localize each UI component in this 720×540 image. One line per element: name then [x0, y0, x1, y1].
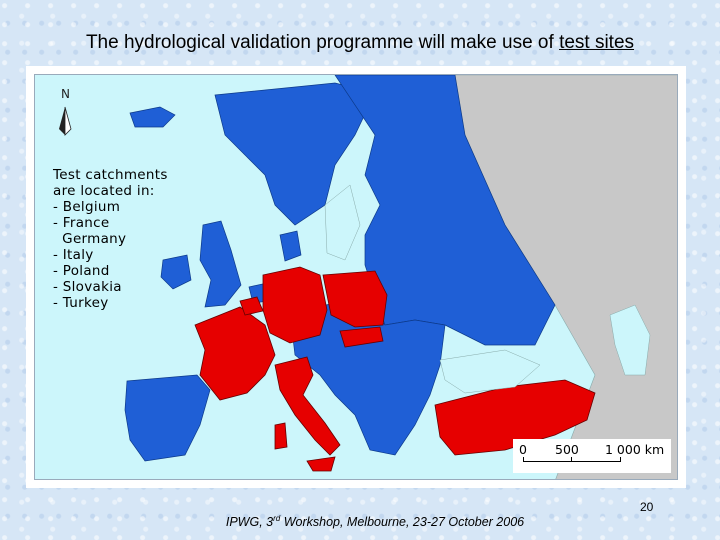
- footer-text-start: IPWG, 3: [225, 515, 274, 530]
- legend-heading-line2: are located in:: [53, 183, 155, 199]
- legend-item-italy: - Italy: [53, 247, 94, 263]
- catchment-sicily: [306, 456, 336, 472]
- legend-item-poland: - Poland: [53, 263, 110, 279]
- scale-tick-500: [571, 457, 572, 462]
- region-iberia: [124, 374, 211, 462]
- caspian-sea: [609, 304, 651, 376]
- region-great-britain: [199, 220, 242, 308]
- catchment-slovakia: [339, 326, 384, 348]
- north-label: N: [61, 87, 70, 101]
- legend-item-turkey: - Turkey: [53, 295, 109, 311]
- region-denmark: [279, 230, 302, 262]
- north-arrow-icon: [59, 106, 72, 136]
- catchment-sardinia: [274, 422, 288, 450]
- catchment-germany: [262, 266, 328, 344]
- slide-title: The hydrological validation programme wi…: [0, 32, 720, 54]
- catchment-poland: [322, 270, 388, 328]
- scale-tick-0: [523, 457, 524, 462]
- north-arrow: N: [55, 87, 79, 147]
- scale-label-1000: 1 000 km: [605, 442, 665, 457]
- region-ireland: [160, 254, 192, 290]
- legend-item-slovakia: - Slovakia: [53, 279, 122, 295]
- legend-item-germany: Germany: [53, 231, 127, 247]
- title-text: The hydrological validation programme wi…: [85, 32, 560, 53]
- legend-item-france: - France: [53, 215, 110, 231]
- catchment-france: [194, 306, 276, 401]
- map-legend: Test catchments are located in: - Belgiu…: [53, 167, 168, 311]
- legend-heading-line1: Test catchments: [53, 167, 168, 183]
- map-graphic: [124, 75, 677, 479]
- legend-item-belgium: - Belgium: [53, 199, 121, 215]
- title-link-test-sites[interactable]: test sites: [559, 32, 635, 53]
- region-iceland: [129, 106, 176, 128]
- footer-ordinal: rd: [273, 514, 281, 523]
- scale-bar: 0 500 1 000 km: [513, 439, 671, 473]
- black-sea: [439, 349, 541, 394]
- baltic-sea: [324, 184, 361, 261]
- scale-tick-1000: [620, 457, 621, 462]
- catchment-turkey: [434, 379, 596, 456]
- europe-map: N Test catchments are located in: - Belg…: [34, 74, 678, 480]
- scale-label-0: 0: [519, 442, 527, 457]
- slide-footer: IPWG, 3rd Workshop, Melbourne, 23-27 Oct…: [0, 514, 720, 529]
- scale-label-500: 500: [555, 442, 579, 457]
- map-frame: N Test catchments are located in: - Belg…: [26, 66, 686, 488]
- footer-text-end: Workshop, Melbourne, 23-27 October 2006: [280, 515, 525, 530]
- catchment-italy: [274, 356, 341, 456]
- page-number: 20: [640, 500, 654, 514]
- scale-line: [523, 461, 621, 462]
